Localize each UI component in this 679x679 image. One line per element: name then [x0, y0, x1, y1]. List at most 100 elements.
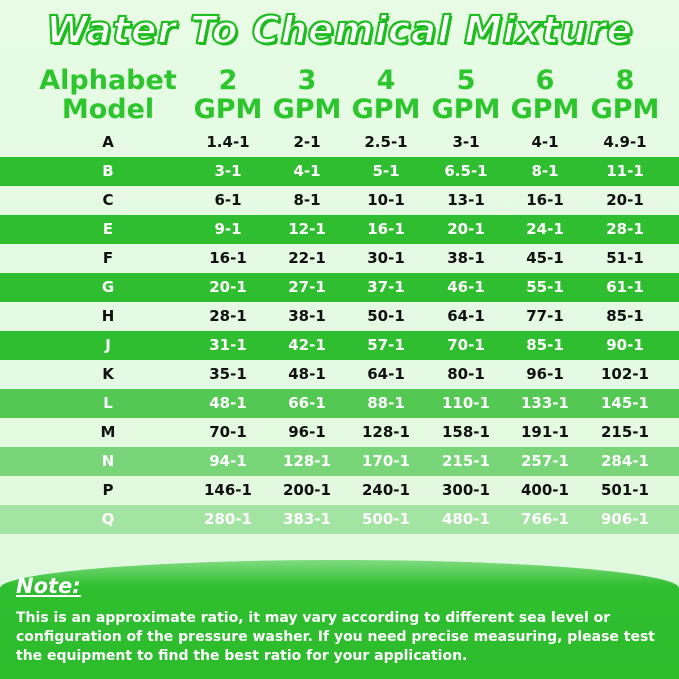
- ratio-cell: 64-1: [447, 307, 485, 325]
- table-row: Q 280-1 383-1 500-1 480-1 766-1 906-1: [0, 505, 679, 534]
- gpm-number: 3: [297, 65, 317, 96]
- table-row: G 20-1 27-1 37-1 46-1 55-1 61-1: [0, 273, 679, 302]
- ratio-cell: 11-1: [606, 162, 644, 180]
- ratio-cell: 6.5-1: [444, 162, 488, 180]
- gpm-number: 2: [218, 65, 238, 96]
- ratio-cell: 16-1: [209, 249, 247, 267]
- note-title: Note:: [16, 574, 81, 598]
- ratio-cell: 5-1: [372, 162, 400, 180]
- model-letter: M: [100, 423, 116, 441]
- gpm-column-header: 6 GPM: [500, 66, 590, 124]
- ratio-cell: 170-1: [362, 452, 410, 470]
- ratio-cell: 500-1: [362, 510, 410, 528]
- ratio-cell: 77-1: [526, 307, 564, 325]
- ratio-cell: 31-1: [209, 336, 247, 354]
- ratio-cell: 158-1: [442, 423, 490, 441]
- ratio-cell: 38-1: [447, 249, 485, 267]
- model-letter: Q: [101, 510, 115, 528]
- table-row: N 94-1 128-1 170-1 215-1 257-1 284-1: [0, 447, 679, 476]
- ratio-cell: 42-1: [288, 336, 326, 354]
- table-row: F 16-1 22-1 30-1 38-1 45-1 51-1: [0, 244, 679, 273]
- ratio-cell: 20-1: [209, 278, 247, 296]
- ratio-cell: 4.9-1: [603, 133, 647, 151]
- ratio-cell: 37-1: [367, 278, 405, 296]
- ratio-cell: 191-1: [521, 423, 569, 441]
- ratio-cell: 280-1: [204, 510, 252, 528]
- ratio-cell: 48-1: [288, 365, 326, 383]
- table-header: Alphabet Model 2 GPM 3 GPM 4 GPM 5 GPM 6 GPM 8 GPM: [0, 64, 679, 128]
- ratio-cell: 1.4-1: [206, 133, 250, 151]
- ratio-cell: 27-1: [288, 278, 326, 296]
- table-row: A 1.4-1 2-1 2.5-1 3-1 4-1 4.9-1: [0, 128, 679, 157]
- ratio-cell: 20-1: [606, 191, 644, 209]
- model-letter: K: [102, 365, 114, 383]
- ratio-cell: 80-1: [447, 365, 485, 383]
- table-row: P 146-1 200-1 240-1 300-1 400-1 501-1: [0, 476, 679, 505]
- table-row: B 3-1 4-1 5-1 6.5-1 8-1 11-1: [0, 157, 679, 186]
- ratio-cell: 16-1: [367, 220, 405, 238]
- ratio-cell: 128-1: [362, 423, 410, 441]
- ratio-cell: 8-1: [293, 191, 321, 209]
- ratio-cell: 200-1: [283, 481, 331, 499]
- table-row: L 48-1 66-1 88-1 110-1 133-1 145-1: [0, 389, 679, 418]
- ratio-cell: 10-1: [367, 191, 405, 209]
- ratio-cell: 12-1: [288, 220, 326, 238]
- ratio-cell: 64-1: [367, 365, 405, 383]
- ratio-cell: 284-1: [601, 452, 649, 470]
- ratio-cell: 30-1: [367, 249, 405, 267]
- model-header-line2: Model: [61, 94, 155, 125]
- ratio-cell: 66-1: [288, 394, 326, 412]
- ratio-cell: 300-1: [442, 481, 490, 499]
- model-letter: C: [102, 191, 114, 209]
- ratio-cell: 6-1: [214, 191, 242, 209]
- ratio-cell: 45-1: [526, 249, 564, 267]
- ratio-cell: 96-1: [288, 423, 326, 441]
- model-header-line1: Alphabet: [39, 65, 177, 96]
- gpm-column-header: 3 GPM: [262, 66, 352, 124]
- table-row: M 70-1 96-1 128-1 158-1 191-1 215-1: [0, 418, 679, 447]
- model-letter: J: [105, 336, 111, 354]
- ratio-cell: 383-1: [283, 510, 331, 528]
- table-row: H 28-1 38-1 50-1 64-1 77-1 85-1: [0, 302, 679, 331]
- ratio-cell: 20-1: [447, 220, 485, 238]
- ratio-cell: 102-1: [601, 365, 649, 383]
- model-letter: F: [102, 249, 114, 267]
- ratio-cell: 110-1: [442, 394, 490, 412]
- table-row: E 9-1 12-1 16-1 20-1 24-1 28-1: [0, 215, 679, 244]
- gpm-unit: GPM: [590, 94, 660, 125]
- ratio-cell: 16-1: [526, 191, 564, 209]
- model-letter: P: [102, 481, 114, 499]
- model-column-header: Alphabet Model: [18, 66, 198, 124]
- gpm-number: 5: [456, 65, 476, 96]
- ratio-cell: 240-1: [362, 481, 410, 499]
- ratio-cell: 70-1: [447, 336, 485, 354]
- ratio-cell: 38-1: [288, 307, 326, 325]
- gpm-column-header: 8 GPM: [580, 66, 670, 124]
- ratio-cell: 85-1: [526, 336, 564, 354]
- ratio-cell: 501-1: [601, 481, 649, 499]
- ratio-cell: 9-1: [214, 220, 242, 238]
- ratio-cell: 22-1: [288, 249, 326, 267]
- model-letter: A: [102, 133, 114, 151]
- note-text: This is an approximate ratio, it may var…: [16, 610, 655, 664]
- model-letter: N: [101, 452, 115, 470]
- ratio-cell: 28-1: [606, 220, 644, 238]
- ratio-cell: 145-1: [601, 394, 649, 412]
- page-title: Water To Chemical Mixture: [45, 7, 633, 53]
- ratio-cell: 146-1: [204, 481, 252, 499]
- ratio-cell: 133-1: [521, 394, 569, 412]
- ratio-cell: 28-1: [209, 307, 247, 325]
- gpm-unit: GPM: [351, 94, 421, 125]
- ratio-cell: 51-1: [606, 249, 644, 267]
- gpm-number: 8: [615, 65, 635, 96]
- ratio-cell: 4-1: [531, 133, 559, 151]
- ratio-cell: 2-1: [293, 133, 321, 151]
- ratio-cell: 85-1: [606, 307, 644, 325]
- ratio-cell: 90-1: [606, 336, 644, 354]
- ratio-cell: 4-1: [293, 162, 321, 180]
- ratio-cell: 57-1: [367, 336, 405, 354]
- gpm-number: 4: [376, 65, 396, 96]
- table-row: J 31-1 42-1 57-1 70-1 85-1 90-1: [0, 331, 679, 360]
- gpm-column-header: 2 GPM: [183, 66, 273, 124]
